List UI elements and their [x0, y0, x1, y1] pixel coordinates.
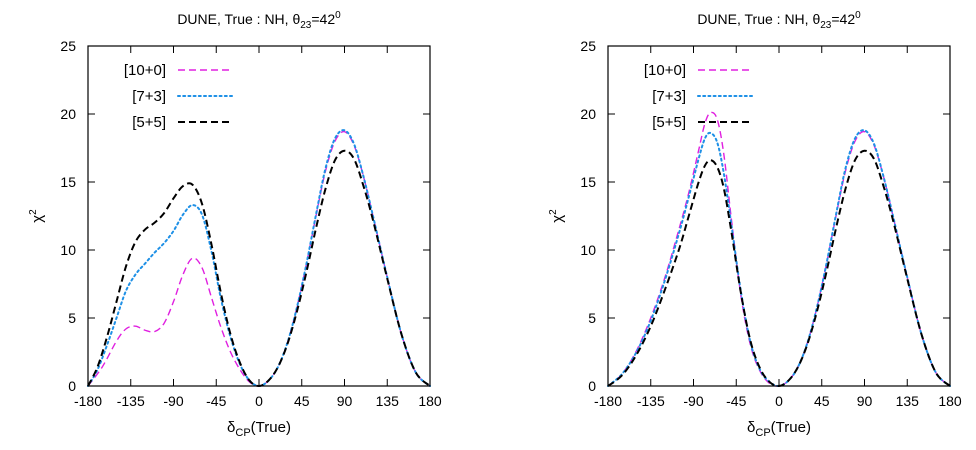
series-line-7-3: [607, 129, 951, 388]
chart-title: DUNE, True : NH, θ23=420: [697, 10, 861, 31]
legend-label: [5+5]: [652, 114, 686, 131]
x-tick-label: 135: [376, 393, 400, 409]
x-tick-label: 135: [896, 393, 920, 409]
x-tick-label: 90: [337, 393, 353, 409]
y-tick-label: 25: [60, 38, 76, 54]
x-tick-label: -135: [117, 393, 145, 409]
x-tick-label: -90: [683, 393, 703, 409]
legend-label: [5+5]: [132, 114, 166, 131]
x-tick-label: 45: [294, 393, 310, 409]
y-tick-label: 5: [588, 310, 596, 326]
y-tick-label: 0: [588, 378, 596, 394]
x-tick-label: -135: [637, 393, 665, 409]
x-axis-label: δCP(True): [227, 419, 291, 439]
legend-label: [7+3]: [652, 88, 686, 105]
x-tick-label: -90: [163, 393, 183, 409]
x-tick-label: 90: [857, 393, 873, 409]
x-tick-label: 0: [775, 393, 783, 409]
y-tick-label: 15: [580, 174, 596, 190]
x-tick-label: -45: [206, 393, 226, 409]
x-tick-label: 180: [418, 393, 442, 409]
chart-panel-right: DUNE, True : NH, θ23=420 -180 -135 -90 -45 0 4…: [548, 10, 962, 439]
y-tick-label: 0: [68, 378, 76, 394]
series-line-7-3: [87, 129, 431, 388]
y-axis-label: χ2: [548, 209, 566, 223]
legend-label: [7+3]: [132, 88, 166, 105]
y-tick-label: 10: [60, 242, 76, 258]
series-line-10-0: [87, 130, 431, 387]
chart-panel-left: DUNE, True : NH, θ23=420 -180 -135 -90 -45 0 4…: [28, 10, 442, 439]
y-tick-label: 5: [68, 310, 76, 326]
series-line-10-0: [607, 111, 951, 387]
plot-frame: [87, 45, 431, 387]
x-tick-label: 0: [255, 393, 263, 409]
y-tick-label: 20: [60, 106, 76, 122]
x-tick-label: 180: [938, 393, 962, 409]
y-axis-label: χ2: [28, 209, 46, 223]
y-tick-label: 25: [580, 38, 596, 54]
x-axis-label: δCP(True): [747, 419, 811, 439]
x-tick-label: 45: [814, 393, 830, 409]
legend-label: [10+0]: [124, 62, 166, 79]
legend-label: [10+0]: [644, 62, 686, 79]
y-tick-label: 20: [580, 106, 596, 122]
x-tick-label: -180: [74, 393, 102, 409]
series-line-5-5: [607, 149, 951, 388]
y-tick-label: 15: [60, 174, 76, 190]
x-tick-label: -180: [594, 393, 622, 409]
x-tick-label: -45: [726, 393, 746, 409]
y-tick-label: 10: [580, 242, 596, 258]
plot-frame: [607, 45, 951, 387]
chart-title: DUNE, True : NH, θ23=420: [177, 10, 341, 31]
series-line-5-5: [87, 149, 431, 388]
